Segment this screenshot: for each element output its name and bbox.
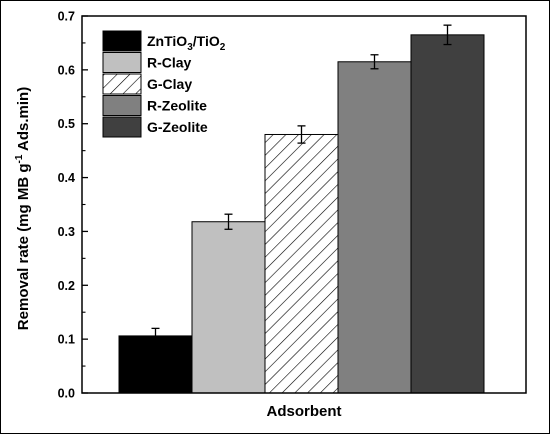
y-axis: 0.0 0.1 0.2 0.3 0.4 0.5 0.6 0.7 [58,10,88,401]
y-tick-label: 0.5 [58,117,75,131]
plot-area-frame [81,15,527,394]
y-tick-label: 0.7 [58,10,75,24]
y-tick-label: 0.2 [58,279,75,293]
error-bars-group [151,24,452,345]
legend-label: G-Clay [147,76,192,92]
legend-swatch [102,30,142,52]
y-tick-label: 0.1 [58,333,75,347]
y-tick-label: 0.3 [58,225,75,239]
legend-label: R-Clay [147,55,192,71]
bar [410,34,485,394]
legend-swatch [102,52,142,73]
legend-swatch [102,95,142,116]
y-axis-label-superscript: -1 [14,154,25,163]
bar [118,335,193,394]
legend: ZnTiO3/TiO2 R-Clay G-Clay R-Zeolite G-Zeolit… [102,30,226,138]
legend-label: G-Zeolite [147,119,208,135]
x-axis-label: Adsorbent [267,403,342,420]
y-axis-label: Removal rate (mg MB g-1 Ads.min) [14,87,32,330]
legend-swatch [102,73,142,95]
bar [264,133,339,394]
legend-swatch [102,116,142,138]
legend-label: ZnTiO3/TiO2 [147,33,226,53]
bar [337,61,412,394]
legend-label: R-Zeolite [147,98,207,114]
bar [191,221,266,394]
y-tick-label: 0.4 [58,171,75,185]
y-tick-label: 0.6 [58,63,75,77]
y-tick-label: 0.0 [58,387,75,401]
